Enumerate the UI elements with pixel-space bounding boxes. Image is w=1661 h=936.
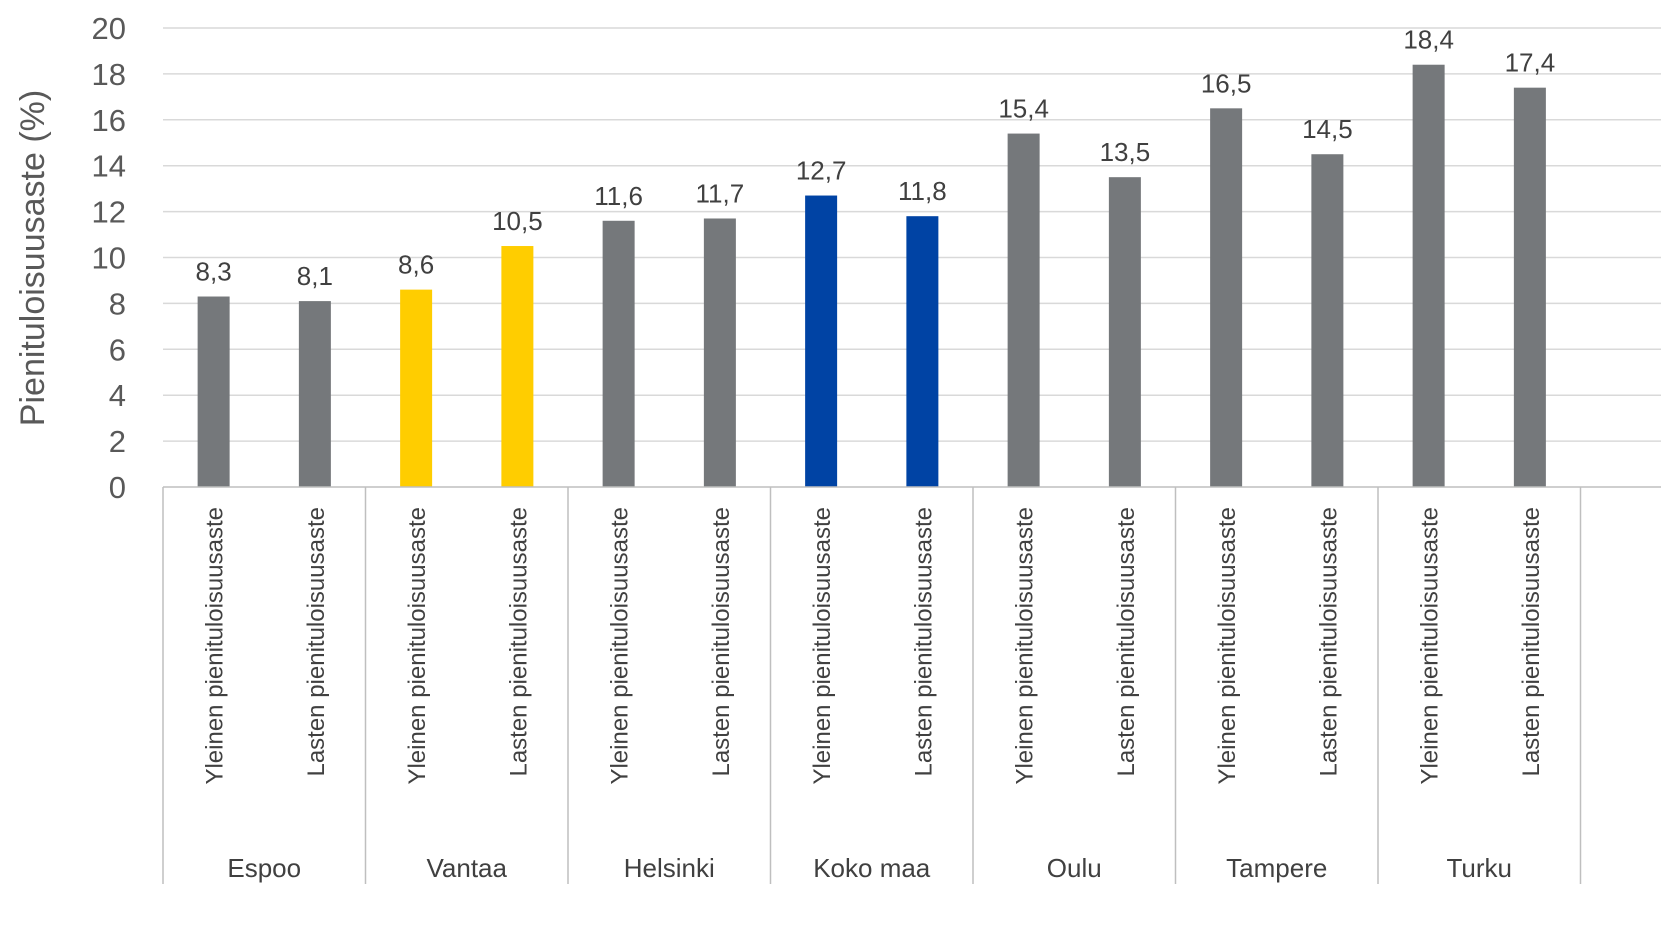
bar bbox=[298, 301, 331, 487]
x-group-label: Oulu bbox=[1047, 853, 1102, 883]
x-category-label: Lasten pienituloisuusaste bbox=[708, 507, 735, 777]
data-label: 8,3 bbox=[196, 257, 232, 287]
x-category-label: Lasten pienituloisuusaste bbox=[303, 507, 330, 777]
y-tick-label: 16 bbox=[92, 103, 126, 138]
data-label: 18,4 bbox=[1403, 25, 1454, 55]
data-label: 16,5 bbox=[1201, 68, 1252, 98]
x-category-label: Yleinen pienituloisuusaste bbox=[1214, 507, 1241, 785]
bar bbox=[602, 220, 635, 487]
x-category-label: Lasten pienituloisuusaste bbox=[1113, 507, 1140, 777]
y-tick-label: 8 bbox=[109, 286, 126, 321]
y-tick-label: 2 bbox=[109, 424, 126, 459]
y-tick-label: 12 bbox=[92, 195, 126, 230]
data-label: 12,7 bbox=[796, 156, 847, 186]
x-category-label: Yleinen pienituloisuusaste bbox=[202, 507, 229, 785]
x-axis: Yleinen pienituloisuusaste Lasten pienitu… bbox=[162, 486, 1661, 884]
bar bbox=[1513, 87, 1546, 488]
bar bbox=[197, 296, 230, 487]
data-label: 17,4 bbox=[1505, 48, 1556, 78]
data-label: 13,5 bbox=[1100, 137, 1151, 167]
x-group-label: Tampere bbox=[1226, 853, 1327, 883]
bar bbox=[805, 195, 838, 487]
y-tick-label: 6 bbox=[109, 332, 126, 367]
bar bbox=[1412, 64, 1445, 487]
bar bbox=[1210, 108, 1243, 487]
y-tick-label: 18 bbox=[92, 57, 126, 92]
x-category-label: Lasten pienituloisuusaste bbox=[505, 507, 532, 777]
x-group-label: Turku bbox=[1447, 853, 1513, 883]
x-group-label: Koko maa bbox=[813, 853, 931, 883]
data-label: 8,1 bbox=[297, 261, 333, 291]
data-label: 11,8 bbox=[898, 176, 947, 206]
bars: 8,3 8,1 8,6 10,5 11,6 11,7 12,7 11,8 15,4 13,5 16,… bbox=[196, 25, 1556, 488]
bar bbox=[703, 218, 736, 488]
x-category-label: Yleinen pienituloisuusaste bbox=[404, 507, 431, 785]
bar bbox=[1007, 133, 1040, 487]
data-label: 8,6 bbox=[398, 250, 434, 280]
data-label: 10,5 bbox=[492, 206, 543, 236]
x-category-label: Yleinen pienituloisuusaste bbox=[809, 507, 836, 785]
data-label: 14,5 bbox=[1302, 114, 1353, 144]
x-group-label: Vantaa bbox=[427, 853, 508, 883]
bar bbox=[1311, 154, 1344, 487]
y-axis-ticks: 0 2 4 6 8 10 12 14 16 18 20 bbox=[92, 11, 126, 505]
y-axis-label: Pienituloisuusaste (%) bbox=[14, 90, 52, 426]
x-category-label: Yleinen pienituloisuusaste bbox=[607, 507, 634, 785]
y-tick-label: 4 bbox=[109, 378, 126, 413]
y-tick-label: 0 bbox=[109, 470, 126, 505]
x-category-label: Lasten pienituloisuusaste bbox=[1518, 507, 1545, 777]
bar bbox=[1108, 177, 1141, 488]
x-category-label: Lasten pienituloisuusaste bbox=[1315, 507, 1342, 777]
x-category-label: Yleinen pienituloisuusaste bbox=[1417, 507, 1444, 785]
data-label: 11,6 bbox=[594, 181, 643, 211]
x-category-label: Yleinen pienituloisuusaste bbox=[1012, 507, 1039, 785]
y-tick-label: 14 bbox=[92, 149, 126, 184]
data-label: 11,7 bbox=[696, 178, 745, 208]
x-group-label: Espoo bbox=[227, 853, 301, 883]
data-label: 15,4 bbox=[998, 94, 1049, 124]
x-group-label: Helsinki bbox=[624, 853, 715, 883]
y-tick-label: 10 bbox=[92, 241, 126, 276]
x-category-label: Lasten pienituloisuusaste bbox=[910, 507, 937, 777]
y-tick-label: 20 bbox=[92, 11, 126, 46]
bar bbox=[501, 246, 534, 487]
bar bbox=[906, 216, 939, 487]
bar bbox=[400, 289, 433, 487]
